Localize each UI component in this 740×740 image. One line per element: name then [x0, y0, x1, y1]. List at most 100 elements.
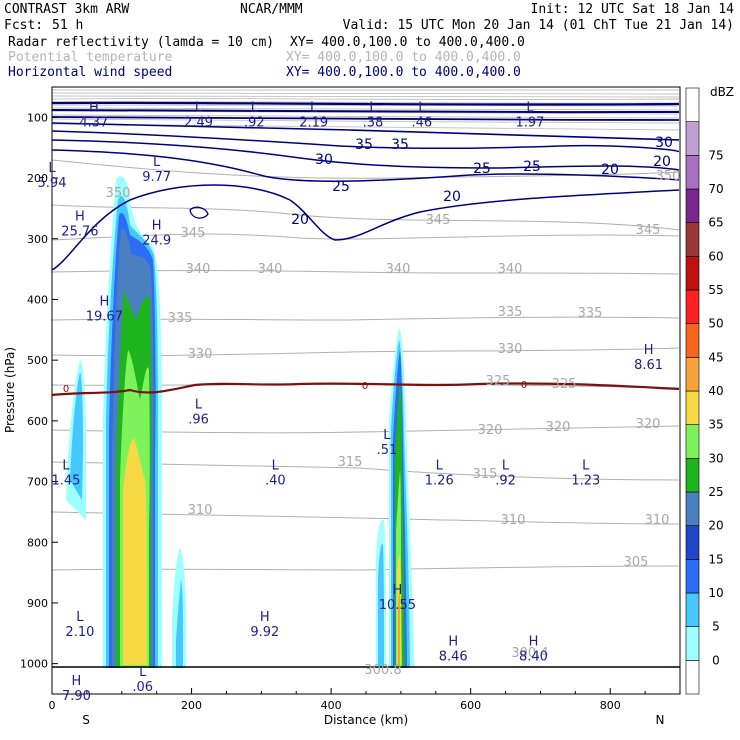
colorbar-level-label: 30 [708, 451, 723, 465]
extremum-type: L [436, 458, 444, 473]
y-tick-label: 500 [27, 354, 48, 367]
colorbar-level-label: 50 [708, 317, 723, 331]
x-tick-label: 200 [181, 699, 202, 712]
freezing-level-label: 0 [362, 381, 368, 392]
x-tick-label: 0 [49, 699, 56, 712]
extremum-value: 25.76 [61, 225, 98, 240]
extremum-value: .92 [495, 473, 516, 488]
wind-contour-label: 25 [473, 161, 491, 177]
extremum-type: L [582, 458, 590, 473]
y-tick-label: 100 [27, 111, 48, 124]
y-tick-label: 800 [27, 536, 48, 549]
extremum-type: H [89, 100, 99, 115]
field-1-name: Radar reflectivity (lamda = 10 cm) [8, 35, 274, 50]
extremum-value: .51 [377, 443, 398, 458]
x-axis-title: Distance (km) [324, 713, 408, 727]
extremum-type: L [62, 458, 70, 473]
extremum-value: 5.94 [38, 176, 67, 191]
theta-contour-label: 345 [426, 213, 451, 228]
extremum-type: H [99, 295, 109, 310]
extremum-type: L [502, 458, 510, 473]
wind-contour-label: 20 [601, 162, 619, 178]
y-tick-label: 200 [27, 172, 48, 185]
wind-contour-label: 25 [332, 179, 350, 195]
plot-area [52, 89, 679, 669]
fcst-value: 51 h [52, 18, 83, 33]
extremum-type: L [251, 100, 259, 115]
extremum-type: L [48, 161, 56, 176]
colorbar-level-label: 65 [708, 216, 723, 230]
extremum-type: L [369, 100, 377, 115]
freezing-level-label: 0 [521, 380, 527, 391]
theta-contour-label: 315 [473, 467, 498, 482]
theta-contour-label: 325 [552, 377, 577, 392]
colorbar-swatch [685, 155, 700, 190]
colorbar-level-label: 35 [708, 418, 723, 432]
y-tick-label: 900 [27, 597, 48, 610]
extremum-type: L [272, 458, 280, 473]
colorbar-swatch [685, 222, 700, 257]
theta-contour-label: 340 [186, 262, 211, 277]
wind-speed-contours [52, 101, 679, 271]
y-tick-label: 600 [27, 415, 48, 428]
extremum-type: H [72, 674, 82, 689]
theta-contour-label: 310 [188, 503, 213, 518]
extremum-value: 2.19 [299, 115, 328, 130]
theta-contour-label: 335 [578, 306, 603, 321]
extremum-value: 1.26 [425, 473, 454, 488]
colorbar-swatch [685, 121, 700, 156]
theta-contour-label: 305 [624, 555, 649, 570]
theta-contour-label: 345 [636, 223, 661, 238]
theta-contour-label: 300.4 [511, 646, 548, 661]
extremum-value: 7.90 [62, 689, 91, 704]
field-2-name: Potential temperature [8, 50, 173, 65]
colorbar-unit: dBZ [710, 85, 734, 99]
colorbar-swatch [685, 188, 700, 223]
extrema-labels: H4.37L2.49L.92L2.19L.38L.46L1.97L5.94L9.… [38, 100, 664, 704]
extremum-value: 4.37 [79, 115, 108, 130]
wind-contour-label: 20 [443, 189, 461, 205]
extremum-type: L [526, 100, 534, 115]
y-tick-label: 1000 [20, 658, 48, 671]
colorbar-level-label: 0 [712, 653, 720, 667]
extremum-type: L [383, 428, 391, 443]
theta-contour-label: 335 [168, 311, 193, 326]
field-2-xy: XY= 400.0,100.0 to 400.0,400.0 [286, 50, 521, 65]
y-axis-title: Pressure (hPa) [3, 347, 17, 433]
extremum-value: .92 [244, 115, 265, 130]
extremum-value: 24.9 [142, 234, 171, 249]
field-3-name: Horizontal wind speed [8, 65, 172, 80]
extremum-value: 19.67 [86, 310, 123, 325]
colorbar-swatch [685, 256, 700, 291]
colorbar-level-label: 75 [708, 148, 723, 162]
theta-contour-label: 330 [498, 342, 523, 357]
center-label: NCAR/MMM [240, 2, 303, 17]
extremum-type: L [76, 610, 84, 625]
theta-contour-label: 340 [498, 262, 523, 277]
theta-contour-label: 340 [258, 262, 283, 277]
init-time: Init: 12 UTC Sat 18 Jan 14 [531, 2, 735, 17]
colorbar-swatch [685, 592, 700, 627]
extremum-value: 2.10 [65, 625, 94, 640]
y-tick-label: 300 [27, 233, 48, 246]
wind-contour-label: 35 [391, 137, 409, 153]
theta-contour-label: 300.8 [364, 663, 401, 678]
colorbar-swatch [685, 390, 700, 425]
colorbar-swatch [685, 626, 700, 661]
colorbar-swatch [685, 491, 700, 526]
figure-header: CONTRAST 3km ARW NCAR/MMM Init: 12 UTC S… [4, 2, 734, 80]
theta-contour-label: 325 [486, 374, 511, 389]
colorbar-level-label: 45 [708, 350, 723, 364]
extremum-type: H [393, 583, 403, 598]
extremum-type: L [310, 100, 318, 115]
extremum-value: .38 [363, 115, 384, 130]
colorbar-level-label: 5 [712, 620, 720, 634]
wind-contour-label: 30 [315, 152, 333, 168]
field-3-xy: XY= 400.0,100.0 to 400.0,400.0 [286, 65, 521, 80]
colorbar-level-label: 20 [708, 519, 723, 533]
colorbar-level-label: 25 [708, 485, 723, 499]
colorbar-swatch [685, 458, 700, 493]
extremum-type: L [195, 100, 203, 115]
extremum-value: .96 [188, 413, 209, 428]
